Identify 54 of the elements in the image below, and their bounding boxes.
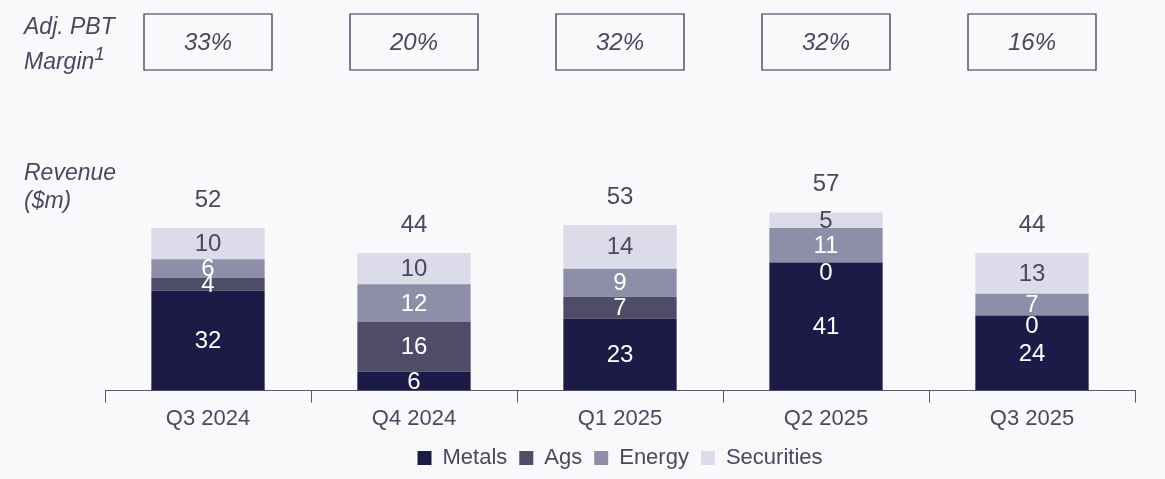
bar xyxy=(769,212,883,229)
data-label: 24 xyxy=(1018,338,1046,366)
total-label: 53 xyxy=(606,181,634,209)
legend-label: Metals xyxy=(442,444,508,470)
total-label: 44 xyxy=(1018,209,1046,237)
data-label: 10 xyxy=(194,229,222,257)
x-tick-label: Q3 2025 xyxy=(989,404,1075,430)
bar xyxy=(975,315,1089,391)
bar xyxy=(769,262,883,391)
x-tick-label: Q3 2024 xyxy=(165,404,251,430)
legend-label: Energy xyxy=(619,444,689,470)
data-label: 9 xyxy=(613,268,627,296)
data-label: 0 xyxy=(1025,311,1039,339)
y-axis-title: Revenue ($m) xyxy=(24,158,118,214)
x-tick-label: Q4 2024 xyxy=(371,404,457,430)
bar xyxy=(563,318,677,391)
bar xyxy=(975,293,1089,316)
legend-label: Ags xyxy=(544,444,583,470)
data-label: 12 xyxy=(400,288,428,316)
bar xyxy=(151,290,265,391)
data-label: 13 xyxy=(1018,258,1046,286)
text: 32% xyxy=(801,27,851,55)
total-label: 57 xyxy=(812,169,840,196)
data-label: 0 xyxy=(819,258,833,286)
text: Adj. PBT Margin$^{1}$ xyxy=(24,12,117,75)
x-tick-label: Q2 2025 xyxy=(783,404,869,430)
data-label: 10 xyxy=(400,254,428,282)
data-label: 5 xyxy=(819,205,833,233)
text: 33% xyxy=(183,27,233,55)
bar xyxy=(975,253,1089,294)
data-label: 11 xyxy=(813,230,839,258)
bar xyxy=(151,228,265,260)
x-tick-label: Q1 2025 xyxy=(577,404,663,430)
text: 32% xyxy=(595,27,645,55)
total-label: 44 xyxy=(400,209,428,237)
data-label: 32 xyxy=(194,326,222,354)
text: 16% xyxy=(1007,27,1057,55)
data-label: 6 xyxy=(407,366,421,394)
bar xyxy=(357,284,471,322)
legend-label: Securities xyxy=(725,444,823,470)
data-label: 23 xyxy=(606,340,634,368)
total-label: 52 xyxy=(194,184,222,212)
bar xyxy=(563,296,677,319)
text: 20% xyxy=(388,27,439,55)
bar xyxy=(563,224,677,269)
data-label: 41 xyxy=(812,312,840,340)
bar xyxy=(357,253,471,285)
bar xyxy=(769,228,883,263)
bar xyxy=(357,371,471,391)
data-label: 16 xyxy=(400,332,428,360)
bar xyxy=(357,321,471,372)
data-label: 7 xyxy=(613,293,627,321)
bar xyxy=(563,268,677,297)
data-label: 14 xyxy=(606,232,634,260)
